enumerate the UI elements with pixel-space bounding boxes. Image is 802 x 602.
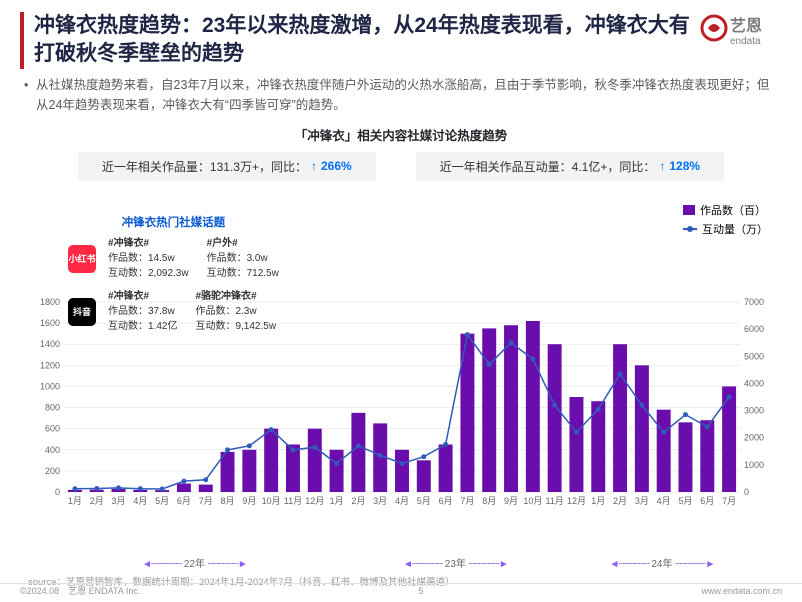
svg-text:5000: 5000 xyxy=(744,351,764,361)
svg-text:4000: 4000 xyxy=(744,378,764,388)
footer-page-number: 5 xyxy=(418,584,423,598)
svg-text:5月: 5月 xyxy=(678,496,692,506)
svg-text:1月: 1月 xyxy=(330,496,344,506)
legend-bar: 作品数（百） xyxy=(683,202,768,218)
topics-heading: 冲锋衣热门社媒话题 xyxy=(68,214,279,230)
svg-text:0: 0 xyxy=(744,487,749,497)
svg-text:1800: 1800 xyxy=(40,298,60,307)
brand-logo: 艺恩 endata xyxy=(700,14,782,61)
up-arrow-icon: ↑ xyxy=(311,159,317,173)
svg-text:7月: 7月 xyxy=(199,496,213,506)
svg-text:800: 800 xyxy=(45,403,60,413)
svg-text:1月: 1月 xyxy=(68,496,82,506)
svg-text:6月: 6月 xyxy=(700,496,714,506)
topic-row: 抖音 #冲锋衣#作品数：37.8w互动数：1.42亿 #骆驼冲锋衣#作品数：2.3w… xyxy=(68,289,279,334)
legend-label: 互动量（万） xyxy=(702,221,768,237)
hot-topics-panel: 冲锋衣热门社媒话题 小红书#冲锋衣#作品数：14.5w互动数：2,092.3w#… xyxy=(68,214,279,342)
stat-box-works: 近一年相关作品量：131.3万+，同比： ↑ 266% xyxy=(78,152,376,181)
year-segment: ◄┄┄┄┄┄┄ 24年 ┄┄┄┄┄┄► xyxy=(586,556,738,572)
year-segment: ◄┄┄┄┄┄┄ 23年 ┄┄┄┄┄┄► xyxy=(325,556,586,572)
svg-text:10月: 10月 xyxy=(523,496,542,506)
svg-text:3月: 3月 xyxy=(635,496,649,506)
svg-text:0: 0 xyxy=(55,487,60,497)
legend-line: 互动量（万） xyxy=(683,221,768,237)
legend-swatch-bar xyxy=(683,205,695,215)
svg-text:5月: 5月 xyxy=(155,496,169,506)
svg-text:2000: 2000 xyxy=(744,433,764,443)
svg-text:4月: 4月 xyxy=(657,496,671,506)
chart-legend: 作品数（百） 互动量（万） xyxy=(683,202,768,240)
year-axis-band: ◄┄┄┄┄┄┄ 22年 ┄┄┄┄┄┄►◄┄┄┄┄┄┄ 23年 ┄┄┄┄┄┄►◄┄… xyxy=(28,556,774,572)
svg-text:endata: endata xyxy=(730,36,761,47)
svg-text:1400: 1400 xyxy=(40,339,60,349)
svg-text:600: 600 xyxy=(45,424,60,434)
topic-column: #冲锋衣#作品数：37.8w互动数：1.42亿 xyxy=(108,289,177,334)
svg-text:8月: 8月 xyxy=(482,496,496,506)
svg-text:400: 400 xyxy=(45,445,60,455)
stat-value: 266% xyxy=(321,159,352,173)
svg-text:1月: 1月 xyxy=(591,496,605,506)
svg-text:9月: 9月 xyxy=(242,496,256,506)
stat-label: 近一年相关作品互动量：4.1亿+，同比： xyxy=(440,158,656,175)
svg-text:6月: 6月 xyxy=(439,496,453,506)
topic-row: 小红书 #冲锋衣#作品数：14.5w互动数：2,092.3w #户外#作品数：3.0… xyxy=(68,236,279,281)
stat-box-interactions: 近一年相关作品互动量：4.1亿+，同比： ↑ 128% xyxy=(416,152,724,181)
svg-text:1200: 1200 xyxy=(40,360,60,370)
svg-text:2月: 2月 xyxy=(90,496,104,506)
svg-text:12月: 12月 xyxy=(305,496,324,506)
svg-text:2月: 2月 xyxy=(351,496,365,506)
svg-text:10月: 10月 xyxy=(262,496,281,506)
legend-label: 作品数（百） xyxy=(700,202,766,218)
summary-bullet: 从社媒热度趋势来看，自23年7月以来，冲锋衣热度伴随户外运动的火热水涨船高，且由… xyxy=(0,75,802,115)
svg-text:200: 200 xyxy=(45,466,60,476)
svg-text:2月: 2月 xyxy=(613,496,627,506)
title-block: 冲锋衣热度趋势：23年以来热度激增，从24年热度表现看，冲锋衣大有打破秋冬季壁垒… xyxy=(20,12,700,69)
svg-text:3月: 3月 xyxy=(112,496,126,506)
up-arrow-icon: ↑ xyxy=(659,159,665,173)
chart-heading: 「冲锋衣」相关内容社媒讨论热度趋势 xyxy=(0,125,802,144)
svg-text:9月: 9月 xyxy=(504,496,518,506)
stat-row: 近一年相关作品量：131.3万+，同比： ↑ 266% 近一年相关作品互动量：4… xyxy=(24,152,778,181)
topic-column: #冲锋衣#作品数：14.5w互动数：2,092.3w xyxy=(108,236,189,281)
svg-text:3月: 3月 xyxy=(373,496,387,506)
svg-text:12月: 12月 xyxy=(567,496,586,506)
svg-text:5月: 5月 xyxy=(417,496,431,506)
topic-column: #户外#作品数：3.0w互动数：712.5w xyxy=(207,236,279,281)
svg-text:7000: 7000 xyxy=(744,298,764,307)
svg-text:6000: 6000 xyxy=(744,324,764,334)
stat-label: 近一年相关作品量：131.3万+，同比： xyxy=(102,158,307,175)
year-segment: ◄┄┄┄┄┄┄ 22年 ┄┄┄┄┄┄► xyxy=(64,556,325,572)
svg-text:1000: 1000 xyxy=(744,460,764,470)
svg-text:3000: 3000 xyxy=(744,406,764,416)
svg-text:6月: 6月 xyxy=(177,496,191,506)
svg-text:7月: 7月 xyxy=(722,496,736,506)
svg-text:艺恩: 艺恩 xyxy=(730,16,762,35)
svg-text:4月: 4月 xyxy=(133,496,147,506)
svg-text:7月: 7月 xyxy=(460,496,474,506)
page-footer: ©2024.08 艺恩 ENDATA Inc. 5 www.endata.com… xyxy=(0,583,802,598)
svg-text:4月: 4月 xyxy=(395,496,409,506)
footer-url: www.endata.com.cn xyxy=(701,584,782,598)
footer-copyright: ©2024.08 艺恩 ENDATA Inc. xyxy=(20,584,140,598)
platform-icon: 抖音 xyxy=(68,298,96,326)
svg-text:11月: 11月 xyxy=(284,496,302,506)
svg-text:11月: 11月 xyxy=(545,496,563,506)
topic-column: #骆驼冲锋衣#作品数：2.3w互动数：9,142.5w xyxy=(195,289,276,334)
page-title: 冲锋衣热度趋势：23年以来热度激增，从24年热度表现看，冲锋衣大有打破秋冬季壁垒… xyxy=(34,12,700,69)
svg-text:8月: 8月 xyxy=(221,496,235,506)
legend-swatch-line xyxy=(683,228,697,230)
svg-text:1000: 1000 xyxy=(40,381,60,391)
stat-value: 128% xyxy=(669,159,700,173)
svg-text:1600: 1600 xyxy=(40,318,60,328)
platform-icon: 小红书 xyxy=(68,245,96,273)
